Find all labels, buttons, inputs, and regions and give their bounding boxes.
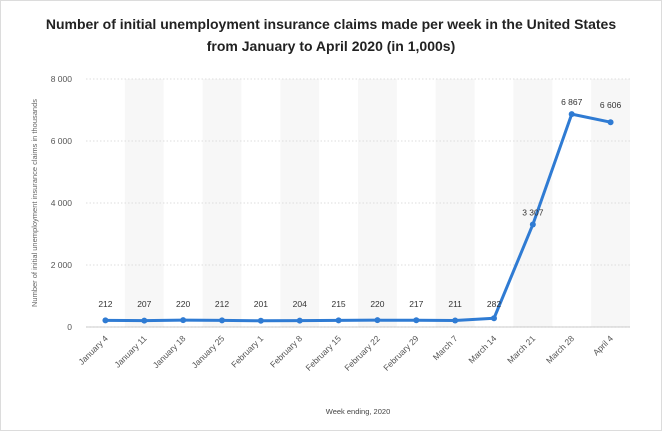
data-label: 207 — [137, 299, 151, 309]
x-tick-label: January 25 — [190, 333, 227, 370]
chart-title: Number of initial unemployment insurance… — [45, 16, 617, 32]
chart-subtitle: from January to April 2020 (in 1,000s) — [206, 38, 456, 54]
background-band — [513, 79, 553, 327]
data-point — [568, 111, 575, 118]
y-tick-label: 2 000 — [51, 260, 73, 270]
x-tick-label: March 14 — [466, 333, 498, 365]
background-band — [591, 79, 630, 327]
data-point — [413, 317, 420, 324]
background-band — [124, 79, 164, 327]
data-label: 204 — [293, 299, 307, 309]
data-label: 6 867 — [561, 97, 583, 107]
x-tick-label: March 7 — [431, 333, 460, 362]
x-tick-label: January 11 — [112, 333, 149, 370]
y-tick-label: 0 — [67, 322, 72, 332]
x-tick-label: February 8 — [268, 333, 304, 369]
data-point — [102, 317, 109, 324]
data-point — [374, 317, 381, 324]
data-point — [491, 315, 497, 322]
y-axis-label: Number of initial unemployment insurance… — [30, 99, 39, 307]
data-point — [257, 317, 264, 324]
x-tick-label: February 29 — [381, 333, 421, 373]
x-tick-label: March 28 — [544, 333, 576, 365]
x-tick-label: April 4 — [591, 333, 615, 357]
data-label: 6 606 — [600, 100, 622, 110]
data-point — [219, 317, 225, 324]
data-label: 3 307 — [522, 207, 544, 217]
data-point — [529, 221, 536, 228]
y-tick-label: 8 000 — [51, 74, 73, 84]
x-tick-label: January 18 — [151, 333, 188, 370]
data-label: 215 — [331, 299, 345, 309]
y-tick-label: 6 000 — [51, 136, 73, 146]
x-tick-label: February 1 — [229, 333, 265, 369]
data-point — [296, 317, 303, 324]
data-label: 212 — [98, 299, 112, 309]
data-point — [335, 317, 342, 324]
x-axis-label: Week ending, 2020 — [326, 407, 391, 416]
x-tick-label: February 22 — [342, 333, 382, 373]
series-line — [105, 112, 611, 323]
x-tick-label: February 15 — [303, 333, 343, 373]
data-label: 201 — [254, 299, 268, 309]
background-band — [202, 79, 242, 327]
x-tick-label: March 21 — [505, 333, 537, 365]
data-label: 212 — [215, 299, 229, 309]
data-point — [180, 317, 187, 324]
x-tick-label: January 4 — [76, 333, 110, 367]
data-point — [607, 119, 614, 126]
data-label: 211 — [448, 299, 462, 309]
data-point — [452, 317, 459, 324]
data-label: 220 — [370, 299, 384, 309]
data-point — [141, 317, 148, 324]
y-tick-label: 4 000 — [51, 198, 73, 208]
data-label: 217 — [409, 299, 423, 309]
data-label: 220 — [176, 299, 190, 309]
data-label: 282 — [487, 299, 501, 309]
